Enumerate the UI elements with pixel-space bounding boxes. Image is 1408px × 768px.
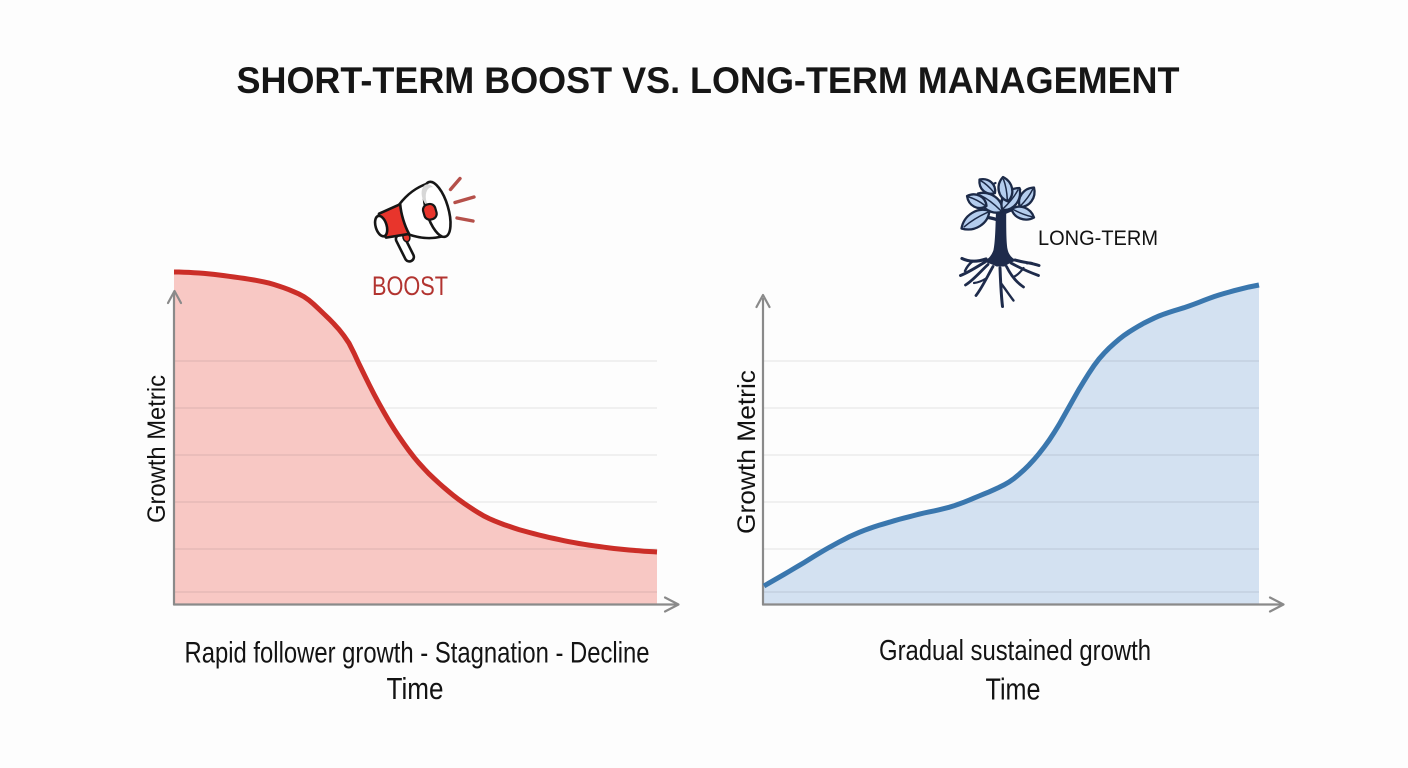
svg-text:Rapid follower growth - Stagna: Rapid follower growth - Stagnation - Dec… xyxy=(185,637,650,670)
svg-text:Growth Metric: Growth Metric xyxy=(733,370,761,534)
svg-text:SHORT-TERM BOOST VS. LONG-TERM: SHORT-TERM BOOST VS. LONG-TERM MANAGEMEN… xyxy=(237,60,1180,101)
svg-text:BOOST: BOOST xyxy=(372,271,448,301)
svg-text:Time: Time xyxy=(387,671,444,706)
svg-text:Gradual sustained growth: Gradual sustained growth xyxy=(879,635,1151,667)
svg-text:Growth Metric: Growth Metric xyxy=(143,375,171,523)
svg-text:LONG-TERM: LONG-TERM xyxy=(1038,226,1158,250)
svg-text:Time: Time xyxy=(986,672,1041,707)
